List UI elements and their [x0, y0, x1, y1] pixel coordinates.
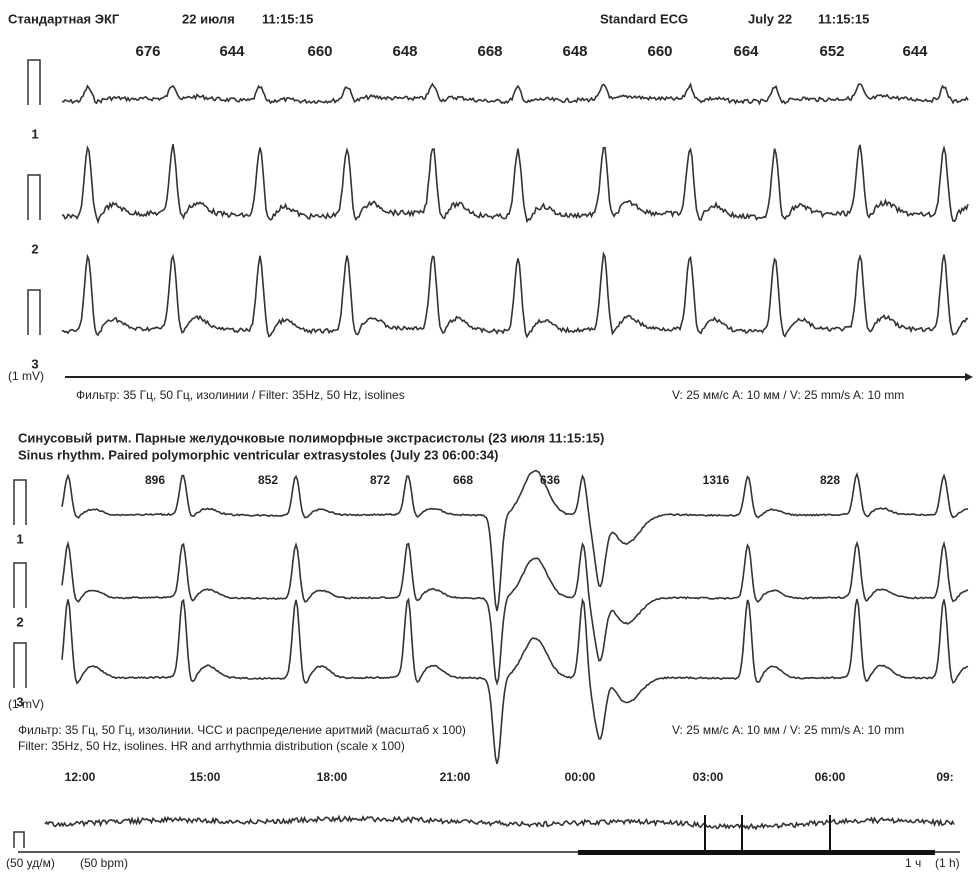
- rr-interval: 852: [258, 473, 278, 487]
- rr-interval: 644: [219, 43, 245, 60]
- ecg-trace: [61, 597, 969, 765]
- rr-interval: 648: [392, 43, 417, 60]
- hour-ru: 1 ч: [905, 856, 921, 870]
- scale-en: (50 bpm): [80, 856, 128, 870]
- ecg-trace: [61, 143, 969, 225]
- speed: V: 25 мм/с A: 10 мм / V: 25 mm/s A: 10 m…: [672, 723, 904, 737]
- time-en: 11:15:15: [818, 11, 869, 26]
- footer-en: Filter: 35Hz, 50 Hz, isolines. HR and ar…: [18, 739, 405, 753]
- scale-ru: (50 уд/м): [6, 856, 55, 870]
- calibration-pulse: [13, 479, 27, 525]
- rr-interval: 676: [135, 43, 160, 60]
- time-label: 06:00: [815, 770, 846, 784]
- axis-arrow: [965, 373, 973, 381]
- time-label: 12:00: [65, 770, 96, 784]
- rr-interval: 668: [477, 43, 502, 60]
- date-ru: 22 июля: [182, 11, 235, 26]
- rr-interval: 660: [307, 43, 332, 60]
- lead-label: 2: [16, 614, 23, 629]
- footer-ru: Фильтр: 35 Гц, 50 Гц, изолинии. ЧСС и ра…: [18, 723, 466, 737]
- calibration-pulse: [27, 174, 41, 220]
- lead-label: 3: [31, 356, 38, 371]
- header-en: Standard ECG: [600, 11, 688, 26]
- rr-interval: 652: [819, 43, 844, 60]
- rr-interval: 668: [453, 473, 473, 487]
- rr-interval: 872: [370, 473, 390, 487]
- time-ru: 11:15:15: [262, 11, 313, 26]
- lead-label: 2: [31, 241, 38, 256]
- hr-trend: [44, 814, 955, 831]
- rr-interval: 660: [647, 43, 672, 60]
- time-label: 15:00: [190, 770, 221, 784]
- lead-label: 3: [16, 694, 23, 709]
- rr-interval: 648: [562, 43, 587, 60]
- calibration: (1 mV): [8, 697, 44, 711]
- title-ru: Синусовый ритм. Парные желудочковые поли…: [18, 430, 604, 445]
- calibration-pulse: [27, 289, 41, 335]
- ecg-trace: [61, 82, 969, 106]
- filter: Фильтр: 35 Гц, 50 Гц, изолинии / Filter:…: [76, 388, 405, 402]
- title-en: Sinus rhythm. Paired polymorphic ventric…: [18, 447, 498, 462]
- speed: V: 25 мм/с A: 10 мм / V: 25 mm/s A: 10 m…: [672, 388, 904, 402]
- date-en: July 22: [748, 11, 792, 26]
- header-ru: Стандартная ЭКГ: [8, 11, 120, 26]
- time-label: 00:00: [565, 770, 596, 784]
- ecg-trace: [61, 540, 969, 686]
- time-label: 18:00: [317, 770, 348, 784]
- rr-interval: 896: [145, 473, 165, 487]
- lead-label: 1: [16, 531, 23, 546]
- time-label: 03:00: [693, 770, 724, 784]
- lead-label: 1: [31, 126, 38, 141]
- night-bar: [578, 850, 935, 855]
- rr-interval: 828: [820, 473, 840, 487]
- calibration: (1 mV): [8, 369, 44, 383]
- calibration-pulse: [27, 59, 41, 105]
- ecg-trace: [61, 469, 969, 612]
- rr-interval: 1316: [703, 473, 730, 487]
- rr-interval: 664: [733, 43, 759, 60]
- time-label: 09:: [936, 770, 953, 784]
- calibration-pulse: [13, 562, 27, 608]
- hour-en: (1 h): [935, 856, 960, 870]
- ecg-trace: [61, 251, 969, 339]
- calibration-pulse: [13, 642, 27, 688]
- calibration-pulse: [13, 831, 25, 848]
- time-label: 21:00: [440, 770, 471, 784]
- rr-interval: 644: [902, 43, 928, 60]
